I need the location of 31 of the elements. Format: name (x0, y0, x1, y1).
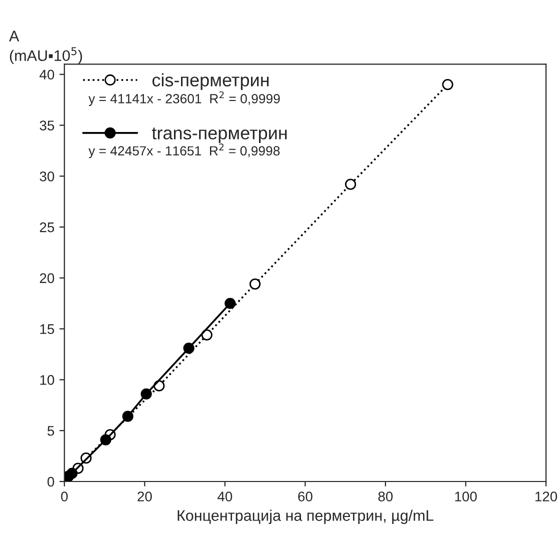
point (140, 388, 152, 400)
x-tick-label: 60 (298, 492, 312, 502)
legend-label: trans-перметрин (152, 128, 287, 143)
point (442, 79, 454, 90)
annotation: y = 41141x - 23601 R$^{2}$ = 0,9999 (88, 91, 280, 106)
point (249, 278, 261, 290)
x-tick-label: 100 (455, 492, 477, 502)
x-tick-label: 120 (535, 492, 558, 502)
legend-label: cis-перметрин (152, 73, 269, 90)
point (183, 342, 194, 354)
y-tick-label: 15 (40, 324, 54, 334)
x-tick-label: 20 (138, 492, 152, 502)
y-tick-label: 30 (40, 171, 54, 182)
point (122, 410, 134, 422)
x-tick-label: 80 (378, 492, 393, 502)
y-tick-label: 20 (40, 273, 54, 284)
point (100, 434, 112, 446)
y-tick-label: 35 (40, 120, 54, 130)
x-tick-label: 0 (61, 492, 68, 502)
y-tick-label: 5 (48, 426, 54, 436)
y-tick-label: 0 (47, 476, 54, 487)
y-axis-title: A (mAU▪10$^{5}$) (9, 30, 82, 64)
point (344, 178, 356, 190)
point (224, 298, 236, 309)
annotation: y = 42457x - 11651 R$^{2}$ = 0,9998 (88, 143, 280, 158)
x-axis-title: Концентрација на перметрин, µg/mL (178, 510, 434, 524)
y-tick-label: 10 (40, 375, 54, 385)
y-tick-label: 40 (40, 70, 54, 80)
point (66, 468, 78, 479)
x-tick-label: 40 (218, 492, 232, 502)
y-tick-label: 25 (40, 222, 54, 232)
